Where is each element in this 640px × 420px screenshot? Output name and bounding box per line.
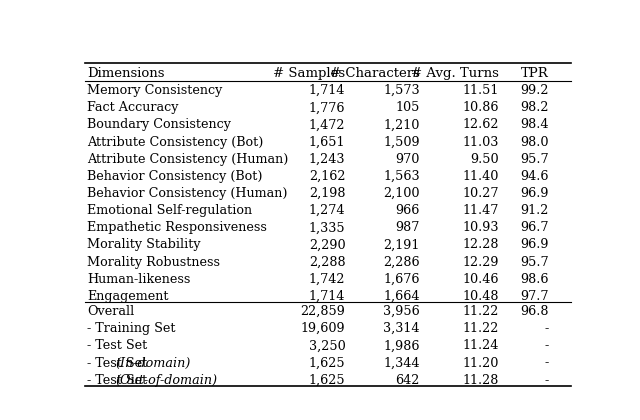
Text: Boundary Consistency: Boundary Consistency: [88, 118, 232, 131]
Text: 2,191: 2,191: [383, 239, 420, 252]
Text: 1,714: 1,714: [309, 84, 346, 97]
Text: 3,250: 3,250: [308, 339, 346, 352]
Text: 987: 987: [396, 221, 420, 234]
Text: 96.9: 96.9: [520, 187, 548, 200]
Text: 19,609: 19,609: [301, 322, 346, 335]
Text: (Out-of-domain): (Out-of-domain): [116, 374, 218, 387]
Text: Human-likeness: Human-likeness: [88, 273, 191, 286]
Text: Engagement: Engagement: [88, 290, 169, 303]
Text: # Characters: # Characters: [330, 67, 420, 80]
Text: 11.28: 11.28: [463, 374, 499, 387]
Text: 22,859: 22,859: [301, 305, 346, 318]
Text: 2,162: 2,162: [309, 170, 346, 183]
Text: 12.28: 12.28: [463, 239, 499, 252]
Text: 1,210: 1,210: [383, 118, 420, 131]
Text: 91.2: 91.2: [520, 204, 548, 217]
Text: 11.22: 11.22: [463, 322, 499, 335]
Text: Memory Consistency: Memory Consistency: [88, 84, 223, 97]
Text: 96.7: 96.7: [520, 221, 548, 234]
Text: 966: 966: [396, 204, 420, 217]
Text: Overall: Overall: [88, 305, 134, 318]
Text: 95.7: 95.7: [520, 153, 548, 166]
Text: 1,563: 1,563: [383, 170, 420, 183]
Text: - Training Set: - Training Set: [88, 322, 176, 335]
Text: 96.9: 96.9: [520, 239, 548, 252]
Text: 1,573: 1,573: [383, 84, 420, 97]
Text: 1,344: 1,344: [383, 357, 420, 370]
Text: -: -: [545, 339, 548, 352]
Text: 970: 970: [396, 153, 420, 166]
Text: -: -: [545, 374, 548, 387]
Text: 94.6: 94.6: [520, 170, 548, 183]
Text: Fact Accuracy: Fact Accuracy: [88, 101, 179, 114]
Text: 1,651: 1,651: [309, 136, 346, 149]
Text: 1,714: 1,714: [309, 290, 346, 303]
Text: - Test Set: - Test Set: [88, 374, 152, 387]
Text: 1,776: 1,776: [309, 101, 346, 114]
Text: 1,335: 1,335: [308, 221, 346, 234]
Text: 2,288: 2,288: [308, 256, 346, 268]
Text: 99.2: 99.2: [520, 84, 548, 97]
Text: 2,286: 2,286: [383, 256, 420, 268]
Text: Morality Stability: Morality Stability: [88, 239, 201, 252]
Text: 98.2: 98.2: [520, 101, 548, 114]
Text: - Test Set: - Test Set: [88, 339, 148, 352]
Text: 10.93: 10.93: [463, 221, 499, 234]
Text: (In-domain): (In-domain): [116, 357, 191, 370]
Text: # Avg. Turns: # Avg. Turns: [412, 67, 499, 80]
Text: 10.86: 10.86: [463, 101, 499, 114]
Text: 11.51: 11.51: [463, 84, 499, 97]
Text: 11.47: 11.47: [463, 204, 499, 217]
Text: 11.03: 11.03: [463, 136, 499, 149]
Text: 98.0: 98.0: [520, 136, 548, 149]
Text: 97.7: 97.7: [520, 290, 548, 303]
Text: Attribute Consistency (Bot): Attribute Consistency (Bot): [88, 136, 264, 149]
Text: 1,274: 1,274: [309, 204, 346, 217]
Text: 2,290: 2,290: [308, 239, 346, 252]
Text: Attribute Consistency (Human): Attribute Consistency (Human): [88, 153, 289, 166]
Text: 1,742: 1,742: [309, 273, 346, 286]
Text: -: -: [545, 322, 548, 335]
Text: 1,625: 1,625: [308, 374, 346, 387]
Text: 3,956: 3,956: [383, 305, 420, 318]
Text: 11.24: 11.24: [463, 339, 499, 352]
Text: 1,986: 1,986: [383, 339, 420, 352]
Text: 1,625: 1,625: [308, 357, 346, 370]
Text: 11.20: 11.20: [463, 357, 499, 370]
Text: 2,100: 2,100: [383, 187, 420, 200]
Text: Emotional Self-regulation: Emotional Self-regulation: [88, 204, 253, 217]
Text: 3,314: 3,314: [383, 322, 420, 335]
Text: Morality Robustness: Morality Robustness: [88, 256, 220, 268]
Text: 1,472: 1,472: [309, 118, 346, 131]
Text: 1,676: 1,676: [383, 273, 420, 286]
Text: Behavior Consistency (Bot): Behavior Consistency (Bot): [88, 170, 263, 183]
Text: - Test Set: - Test Set: [88, 357, 152, 370]
Text: 12.62: 12.62: [463, 118, 499, 131]
Text: 11.40: 11.40: [463, 170, 499, 183]
Text: -: -: [545, 357, 548, 370]
Text: 10.46: 10.46: [463, 273, 499, 286]
Text: TPR: TPR: [521, 67, 548, 80]
Text: 9.50: 9.50: [470, 153, 499, 166]
Text: 1,243: 1,243: [309, 153, 346, 166]
Text: 98.6: 98.6: [520, 273, 548, 286]
Text: 96.8: 96.8: [520, 305, 548, 318]
Text: 98.4: 98.4: [520, 118, 548, 131]
Text: Empathetic Responsiveness: Empathetic Responsiveness: [88, 221, 268, 234]
Text: Behavior Consistency (Human): Behavior Consistency (Human): [88, 187, 288, 200]
Text: 95.7: 95.7: [520, 256, 548, 268]
Text: 10.48: 10.48: [463, 290, 499, 303]
Text: # Samples: # Samples: [273, 67, 346, 80]
Text: 642: 642: [396, 374, 420, 387]
Text: 12.29: 12.29: [463, 256, 499, 268]
Text: 10.27: 10.27: [463, 187, 499, 200]
Text: 105: 105: [396, 101, 420, 114]
Text: Dimensions: Dimensions: [88, 67, 165, 80]
Text: 11.22: 11.22: [463, 305, 499, 318]
Text: 2,198: 2,198: [309, 187, 346, 200]
Text: 1,664: 1,664: [383, 290, 420, 303]
Text: 1,509: 1,509: [383, 136, 420, 149]
